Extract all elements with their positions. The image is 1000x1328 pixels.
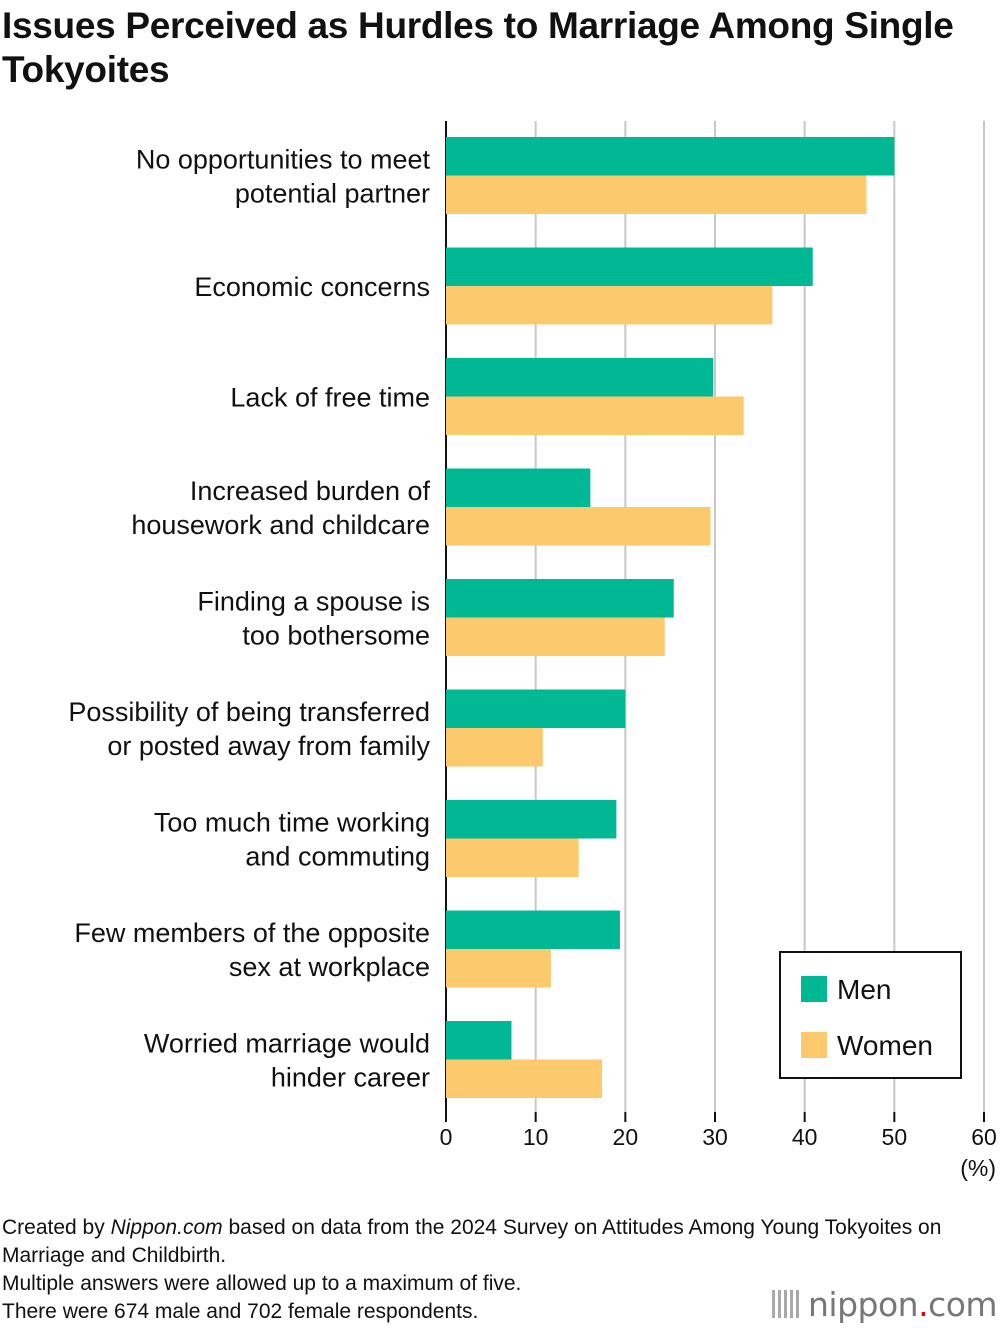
bar-men [446, 358, 714, 397]
logo-bars-icon [772, 1290, 802, 1318]
bar-men [446, 800, 617, 839]
source-name: Nippon.com [110, 1216, 223, 1239]
category-label: Possibility of being transferred [68, 697, 430, 727]
nippon-logo: nippon. com [772, 1284, 998, 1324]
bar-women [446, 175, 867, 214]
tick-label: 30 [702, 1124, 728, 1150]
category-label: Finding a spouse is [197, 587, 430, 617]
legend-swatch-men [801, 976, 827, 1002]
category-label: and commuting [245, 842, 430, 872]
category-label: Few members of the opposite [74, 918, 430, 948]
bar-women [446, 728, 543, 767]
logo-dot: . [918, 1284, 929, 1324]
legend-label-men: Men [837, 974, 891, 1005]
bar-women [446, 507, 711, 546]
tick-label: 10 [523, 1124, 549, 1150]
legend: Men Women [779, 951, 962, 1079]
category-labels: No opportunities to meet potential partne… [68, 145, 430, 1093]
bar-men [446, 910, 620, 949]
tick-label: 60 [971, 1124, 997, 1150]
category-label: Lack of free time [230, 383, 430, 413]
x-axis-ticks: 0 10 20 30 40 50 60 (%) [440, 1112, 997, 1181]
chart-title: Issues Perceived as Hurdles to Marriage … [2, 5, 954, 90]
chart-footer: Created by Nippon.com based on data from… [2, 1214, 992, 1326]
bar-women [446, 617, 665, 656]
tick-label: 0 [440, 1124, 453, 1150]
category-label: Too much time working [154, 808, 430, 838]
legend-label-women: Women [837, 1030, 933, 1061]
category-label: Increased burden of [190, 476, 431, 506]
bar-women [446, 1059, 603, 1098]
legend-swatch-women [801, 1032, 827, 1058]
category-label: Economic concerns [194, 272, 430, 302]
x-axis-unit: (%) [960, 1155, 996, 1181]
bar-men [446, 579, 674, 618]
source-note: Created by Nippon.com based on data from… [2, 1214, 992, 1270]
bar-men [446, 468, 591, 507]
category-label: or posted away from family [107, 731, 430, 761]
bars [446, 137, 895, 1098]
category-label: hinder career [271, 1063, 430, 1093]
source-suffix: based on data from the 2024 Survey on At… [2, 1216, 942, 1267]
tick-label: 50 [882, 1124, 908, 1150]
bar-women [446, 838, 579, 877]
answers-note: Multiple answers were allowed up to a ma… [2, 1272, 522, 1295]
bar-men [446, 1021, 512, 1060]
bar-women [446, 396, 744, 435]
category-label: sex at workplace [229, 952, 430, 982]
source-prefix: Created by [2, 1216, 111, 1239]
tick-label: 40 [792, 1124, 818, 1150]
category-label: potential partner [235, 179, 430, 209]
bar-men [446, 137, 895, 176]
category-label: housework and childcare [131, 510, 430, 540]
tick-label: 20 [613, 1124, 639, 1150]
respondents-note: There were 674 male and 702 female respo… [2, 1300, 479, 1323]
logo-tld: com [928, 1284, 998, 1324]
category-label: Worried marriage would [144, 1029, 430, 1059]
bar-men [446, 689, 626, 728]
bar-chart: No opportunities to meet potential partne… [68, 121, 997, 1181]
bar-men [446, 247, 813, 286]
bar-women [446, 286, 773, 325]
logo-name: nippon [808, 1284, 919, 1324]
category-label: No opportunities to meet [136, 145, 431, 175]
bar-women [446, 949, 551, 988]
category-label: too bothersome [242, 621, 430, 651]
